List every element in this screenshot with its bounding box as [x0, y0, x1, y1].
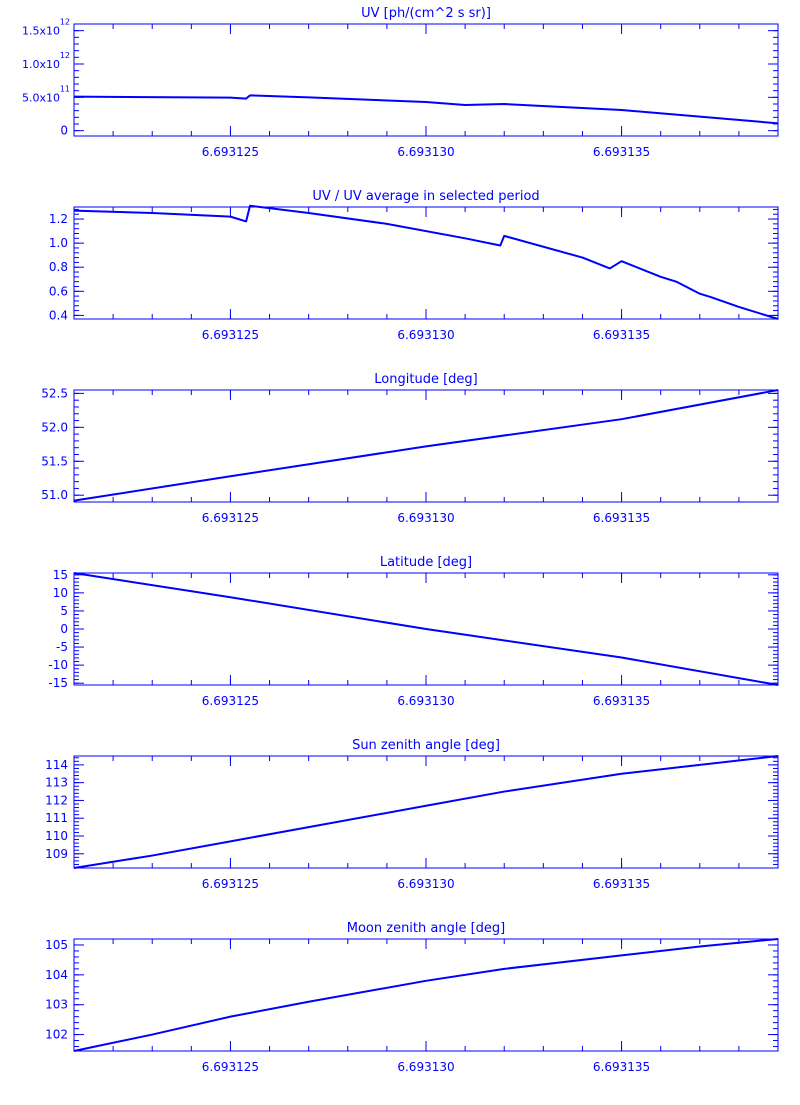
x-tick-label: 6.693135 — [593, 1060, 650, 1074]
y-tick-exponent: 12 — [60, 51, 70, 60]
y-tick-label: 113 — [45, 776, 68, 790]
series-line — [73, 389, 779, 502]
y-tick-label: 15 — [53, 568, 68, 582]
chart-panel-6: Moon zenith angle [deg] 6.693125 6.693130 6… — [45, 921, 779, 1074]
x-tick-label: 6.693130 — [397, 328, 454, 342]
x-tick-label: 6.693125 — [202, 328, 259, 342]
series-line — [73, 938, 779, 1052]
y-tick-label: 109 — [45, 847, 68, 861]
y-tick-label: 0 — [60, 622, 68, 636]
x-tick-label: 6.693125 — [202, 694, 259, 708]
plot-frame — [73, 206, 779, 320]
plot-frame — [73, 938, 779, 1052]
x-tick-label: 6.693135 — [593, 877, 650, 891]
x-tick-label: 6.693125 — [202, 877, 259, 891]
x-tick-label: 6.693125 — [202, 511, 259, 525]
x-tick-label: 6.693135 — [593, 145, 650, 159]
series-line — [73, 204, 779, 320]
y-tick-label: 1.5x10 — [22, 25, 60, 38]
x-tick-label: 6.693130 — [397, 1060, 454, 1074]
y-tick-label: 112 — [45, 793, 68, 807]
y-tick-label: 1.2 — [49, 212, 68, 226]
chart-title: Longitude [deg] — [374, 372, 477, 387]
y-tick-label: 105 — [45, 938, 68, 952]
y-tick-label: -5 — [56, 640, 68, 654]
chart-title: UV [ph/(cm^2 s sr)] — [361, 6, 491, 21]
y-tick-label: 0.8 — [49, 260, 68, 274]
y-tick-label: 102 — [45, 1028, 68, 1042]
y-tick-exponent: 11 — [60, 84, 70, 93]
y-tick-label: 52.0 — [41, 420, 68, 434]
chart-panel-5: Sun zenith angle [deg] 6.693125 6.693130 6.… — [45, 738, 779, 891]
y-tick-label: 51.0 — [41, 488, 68, 502]
y-tick-exponent: 12 — [60, 18, 70, 27]
y-tick-label: 110 — [45, 829, 68, 843]
y-tick-label: -10 — [48, 658, 68, 672]
y-tick-label: 51.5 — [41, 454, 68, 468]
x-tick-label: 6.693130 — [397, 145, 454, 159]
chart-title: UV / UV average in selected period — [312, 189, 539, 204]
chart-title: Latitude [deg] — [380, 555, 472, 570]
y-tick-label: -15 — [48, 676, 68, 690]
y-tick-label: 1.0x10 — [22, 58, 60, 71]
x-tick-label: 6.693125 — [202, 145, 259, 159]
y-tick-label: 1.0 — [49, 236, 68, 250]
chart-panel-2: UV / UV average in selected period 6.6931… — [49, 189, 779, 342]
y-tick-label: 10 — [53, 586, 68, 600]
x-tick-label: 6.693135 — [593, 694, 650, 708]
series-line — [73, 755, 779, 869]
plot-frame — [73, 23, 779, 137]
x-tick-label: 6.693130 — [397, 511, 454, 525]
y-tick-label: 114 — [45, 758, 68, 772]
y-tick-label: 5 — [60, 604, 68, 618]
y-tick-label: 104 — [45, 968, 68, 982]
chart-panel-1: UV [ph/(cm^2 s sr)] 6.693125 6.693130 6.693… — [22, 6, 779, 159]
x-tick-label: 6.693130 — [397, 694, 454, 708]
y-tick-label: 111 — [45, 811, 68, 825]
y-tick-label: 5.0x10 — [22, 91, 60, 104]
series-line — [73, 572, 779, 686]
y-tick-label: 0.4 — [49, 308, 68, 322]
series-line — [73, 94, 779, 125]
x-tick-label: 6.693125 — [202, 1060, 259, 1074]
y-tick-label: 52.5 — [41, 386, 68, 400]
y-tick-label: 103 — [45, 998, 68, 1012]
chart-title: Moon zenith angle [deg] — [347, 921, 505, 936]
x-tick-label: 6.693135 — [593, 328, 650, 342]
y-tick-label: 0.6 — [49, 284, 68, 298]
y-tick-label: 0 — [60, 124, 68, 138]
chart-title: Sun zenith angle [deg] — [352, 738, 500, 753]
chart-panel-3: Longitude [deg] 6.693125 6.693130 6.693135 5… — [41, 372, 779, 525]
x-tick-label: 6.693135 — [593, 511, 650, 525]
chart-panel-4: Latitude [deg] 6.693125 6.693130 6.693135 -1… — [48, 555, 779, 708]
x-tick-label: 6.693130 — [397, 877, 454, 891]
